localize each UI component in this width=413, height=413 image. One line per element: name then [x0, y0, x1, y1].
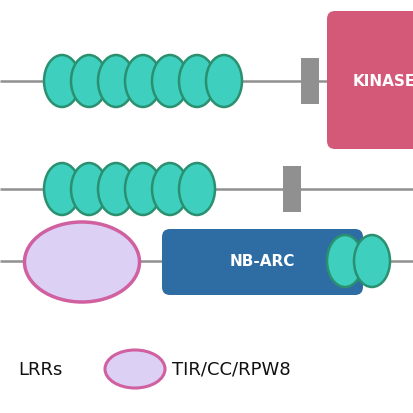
Ellipse shape [71, 56, 107, 108]
Bar [300, 59, 318, 105]
Text: TIR/CC/RPW8: TIR/CC/RPW8 [171, 360, 290, 378]
Ellipse shape [178, 164, 214, 216]
Ellipse shape [125, 56, 161, 108]
Ellipse shape [24, 223, 139, 302]
Text: KINASE: KINASE [352, 74, 413, 89]
Ellipse shape [105, 350, 165, 388]
FancyBboxPatch shape [161, 230, 362, 295]
Ellipse shape [206, 56, 242, 108]
Text: LRRs: LRRs [18, 360, 62, 378]
Ellipse shape [353, 235, 389, 287]
Ellipse shape [326, 235, 362, 287]
Ellipse shape [44, 164, 80, 216]
Bar [282, 166, 300, 212]
Ellipse shape [152, 164, 188, 216]
Ellipse shape [71, 164, 107, 216]
Ellipse shape [98, 56, 134, 108]
Ellipse shape [98, 164, 134, 216]
FancyBboxPatch shape [326, 12, 413, 150]
Ellipse shape [44, 56, 80, 108]
Text: NB-ARC: NB-ARC [229, 254, 294, 269]
Ellipse shape [178, 56, 214, 108]
Ellipse shape [152, 56, 188, 108]
Ellipse shape [125, 164, 161, 216]
